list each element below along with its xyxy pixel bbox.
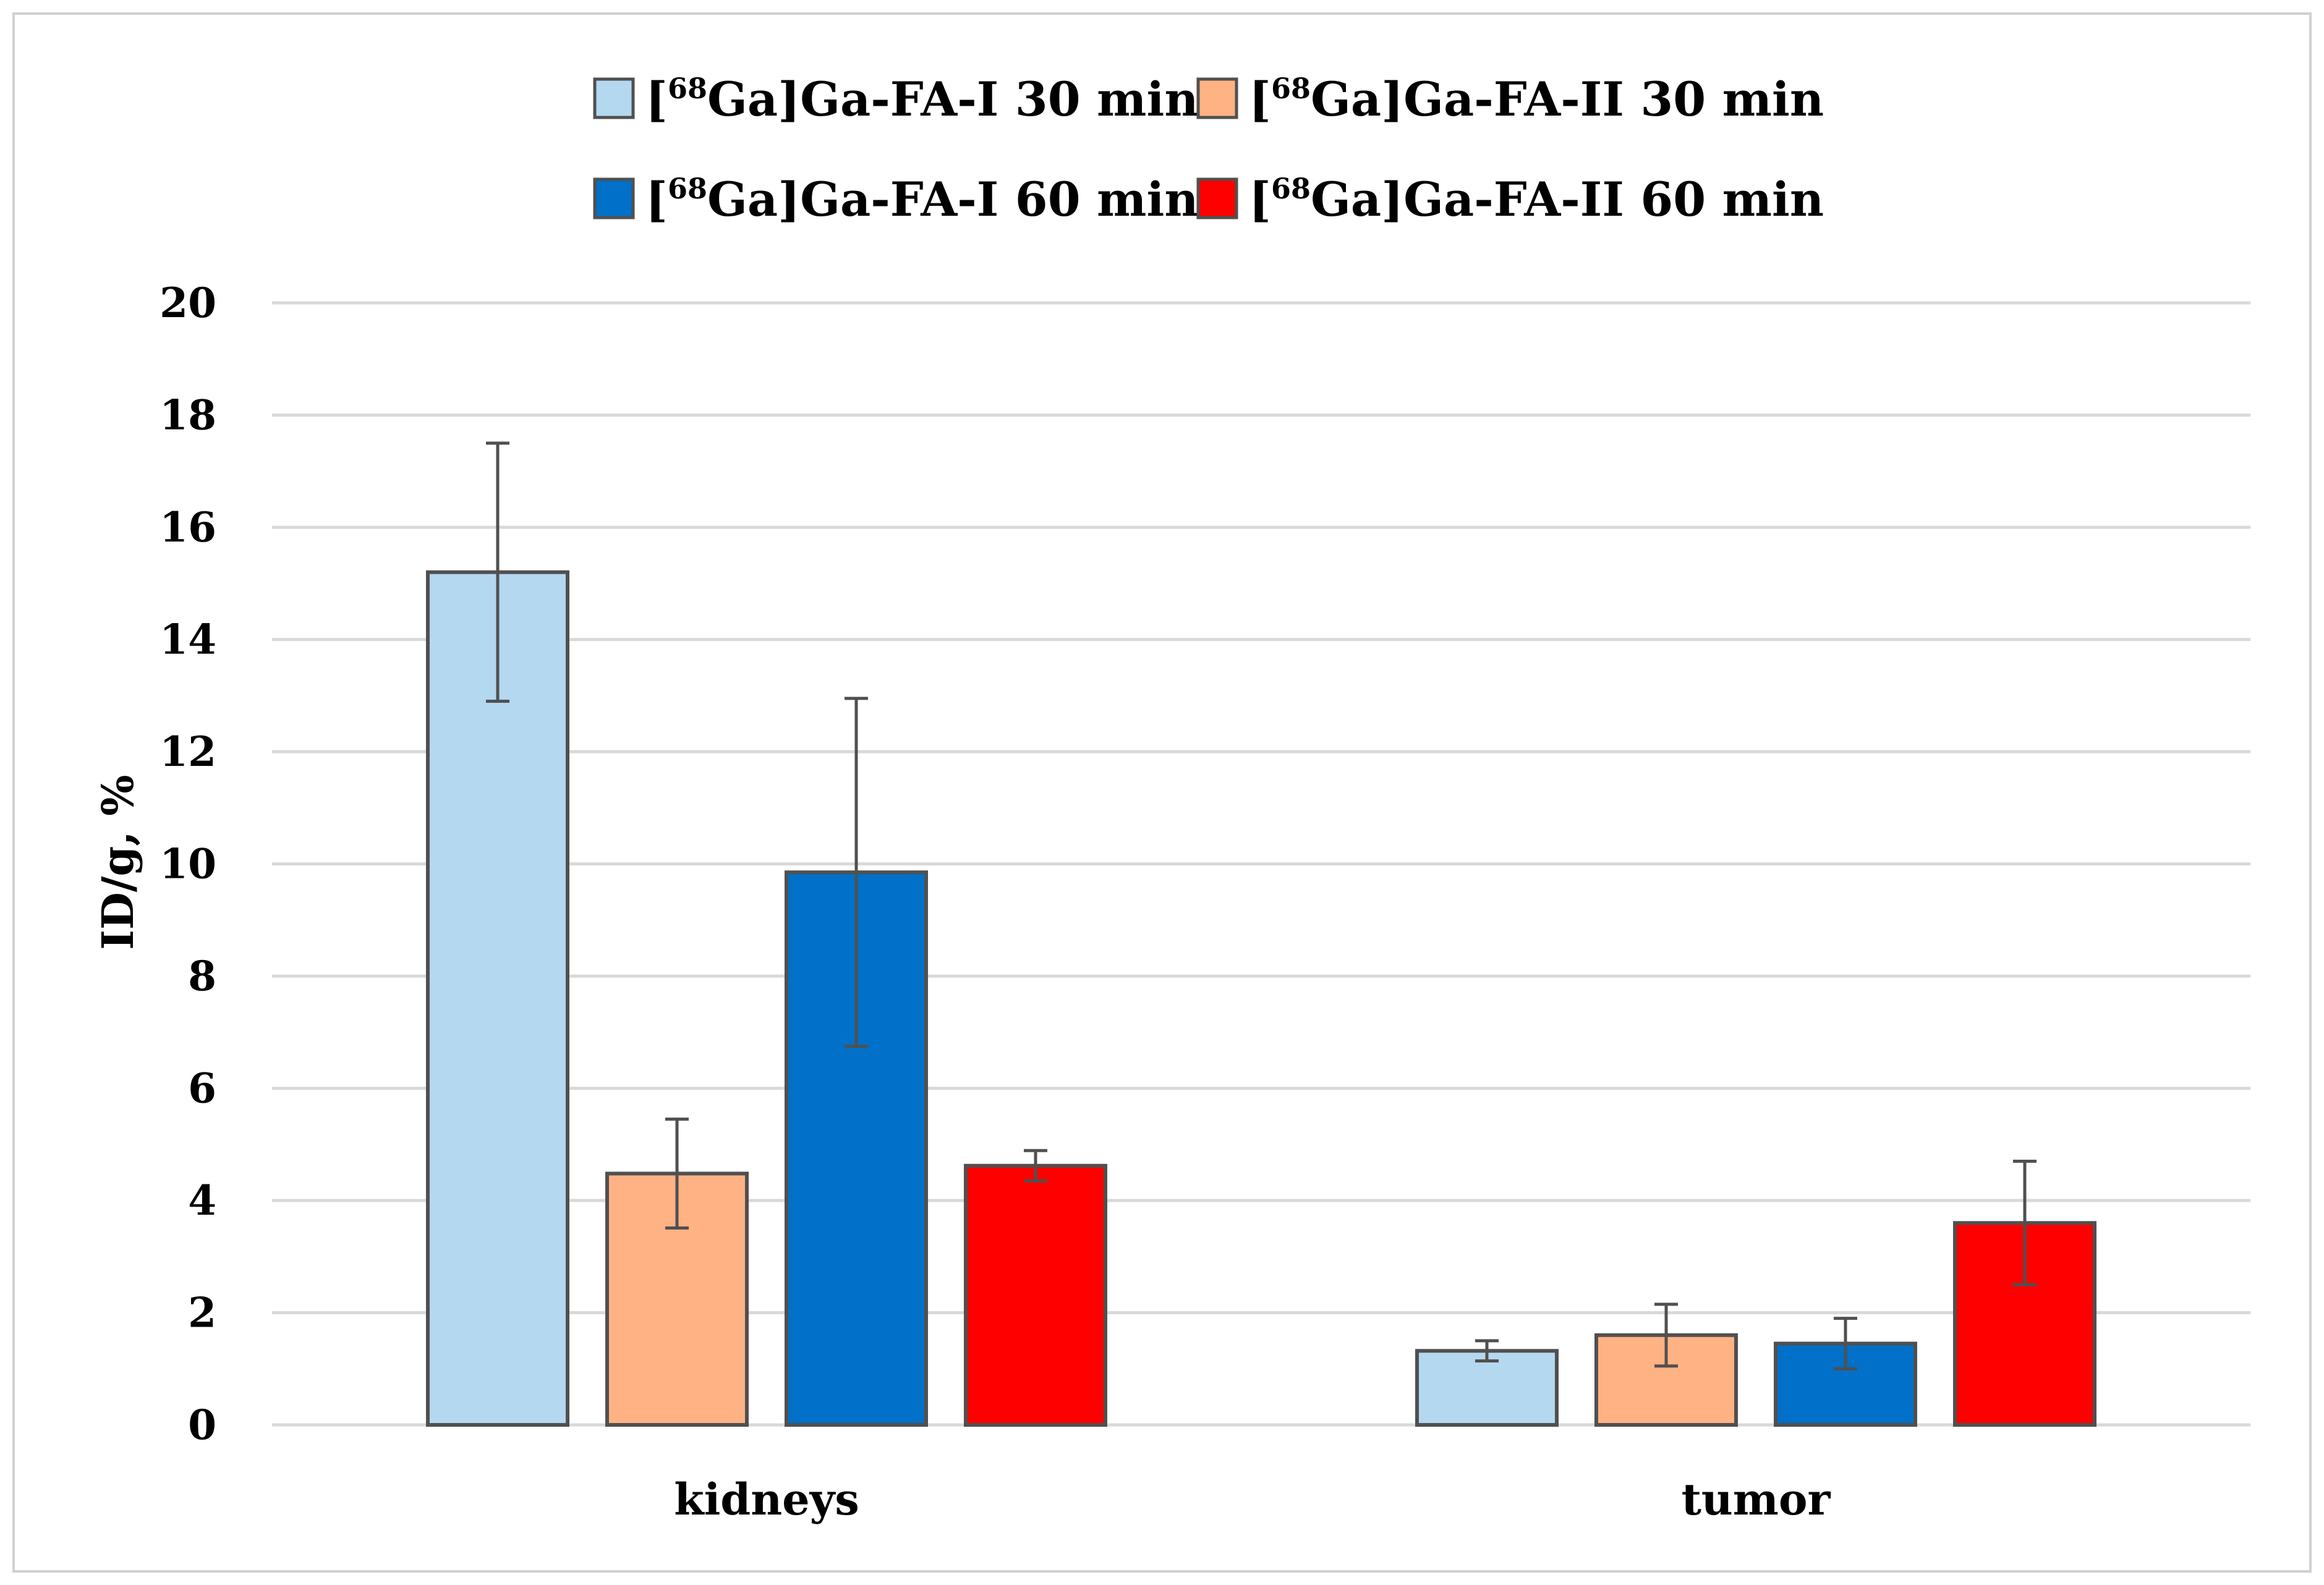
legend-label-bracket: [ [1249,172,1271,227]
error-bar-kidneys-series-4 [1024,1149,1047,1183]
legend-item-1: [68Ga]Ga-FA-I 30 min [593,72,1199,127]
y-tick-label: 4 [188,1176,216,1225]
legend-label-isotope: 68 [668,72,707,105]
bars [426,570,2096,1427]
category-label-tumor: tumor [1682,1474,1831,1525]
legend-label-isotope: 68 [668,172,707,205]
legend-swatch [1196,77,1238,119]
error-bar-tumor-series-4 [2013,1159,2037,1286]
legend-label: [68Ga]Ga-FA-I 30 min [645,72,1199,127]
y-tick-label: 0 [188,1401,216,1449]
error-bar-kidneys-series-1 [486,441,509,703]
y-tick-label: 14 [160,616,216,664]
legend-label: [68Ga]Ga-FA-II 60 min [1249,172,1824,227]
category-labels: kidneys tumor [674,1474,1831,1525]
legend-item-4: [68Ga]Ga-FA-II 60 min [1196,172,1824,227]
legend-label-text: Ga]Ga-FA-I 60 min [707,172,1199,227]
legend-swatch [593,77,635,119]
legend-item-3: [68Ga]Ga-FA-I 60 min [593,172,1199,227]
legend-label-isotope: 68 [1271,72,1311,105]
y-tick-label: 20 [160,279,216,327]
legend: [68Ga]Ga-FA-I 30 min [68Ga]Ga-FA-II 30 mi… [593,72,1824,227]
error-bars [486,441,2037,1370]
legend-label-text: Ga]Ga-FA-II 30 min [1311,72,1824,127]
error-bar-kidneys-series-2 [665,1117,689,1230]
error-bar-tumor-series-3 [1834,1317,1857,1370]
y-tick-label: 10 [160,840,216,888]
legend-label: [68Ga]Ga-FA-I 60 min [645,172,1199,227]
legend-label: [68Ga]Ga-FA-II 30 min [1249,72,1824,127]
bar-tumor-series-1 [1415,1349,1559,1427]
legend-label-isotope: 68 [1271,172,1311,205]
error-bar-tumor-series-1 [1475,1339,1499,1363]
bar-kidneys-series-1 [426,570,569,1427]
y-axis-label: ID/g, % [92,775,143,950]
y-tick-label: 18 [160,391,216,440]
category-label-kidneys: kidneys [674,1474,859,1525]
y-tick-labels: 0 2 4 6 8 10 12 14 16 18 20 [160,279,216,1449]
y-tick-label: 6 [188,1064,216,1113]
gridlines [272,301,2250,1427]
legend-label-text: Ga]Ga-FA-II 60 min [1311,172,1824,227]
y-tick-label: 12 [160,728,216,776]
legend-item-2: [68Ga]Ga-FA-II 30 min [1196,72,1824,127]
legend-swatch [593,177,635,219]
bar-kidneys-series-4 [964,1163,1107,1427]
y-tick-label: 2 [188,1289,216,1337]
error-bar-kidneys-series-3 [845,697,868,1048]
y-tick-label: 8 [188,952,216,1000]
legend-swatch [1196,177,1238,219]
legend-label-text: Ga]Ga-FA-I 30 min [707,72,1199,127]
error-bar-tumor-series-2 [1654,1302,1678,1368]
legend-label-bracket: [ [1249,72,1271,127]
y-tick-label: 16 [160,503,216,551]
legend-label-bracket: [ [645,172,668,227]
legend-label-bracket: [ [645,72,668,127]
